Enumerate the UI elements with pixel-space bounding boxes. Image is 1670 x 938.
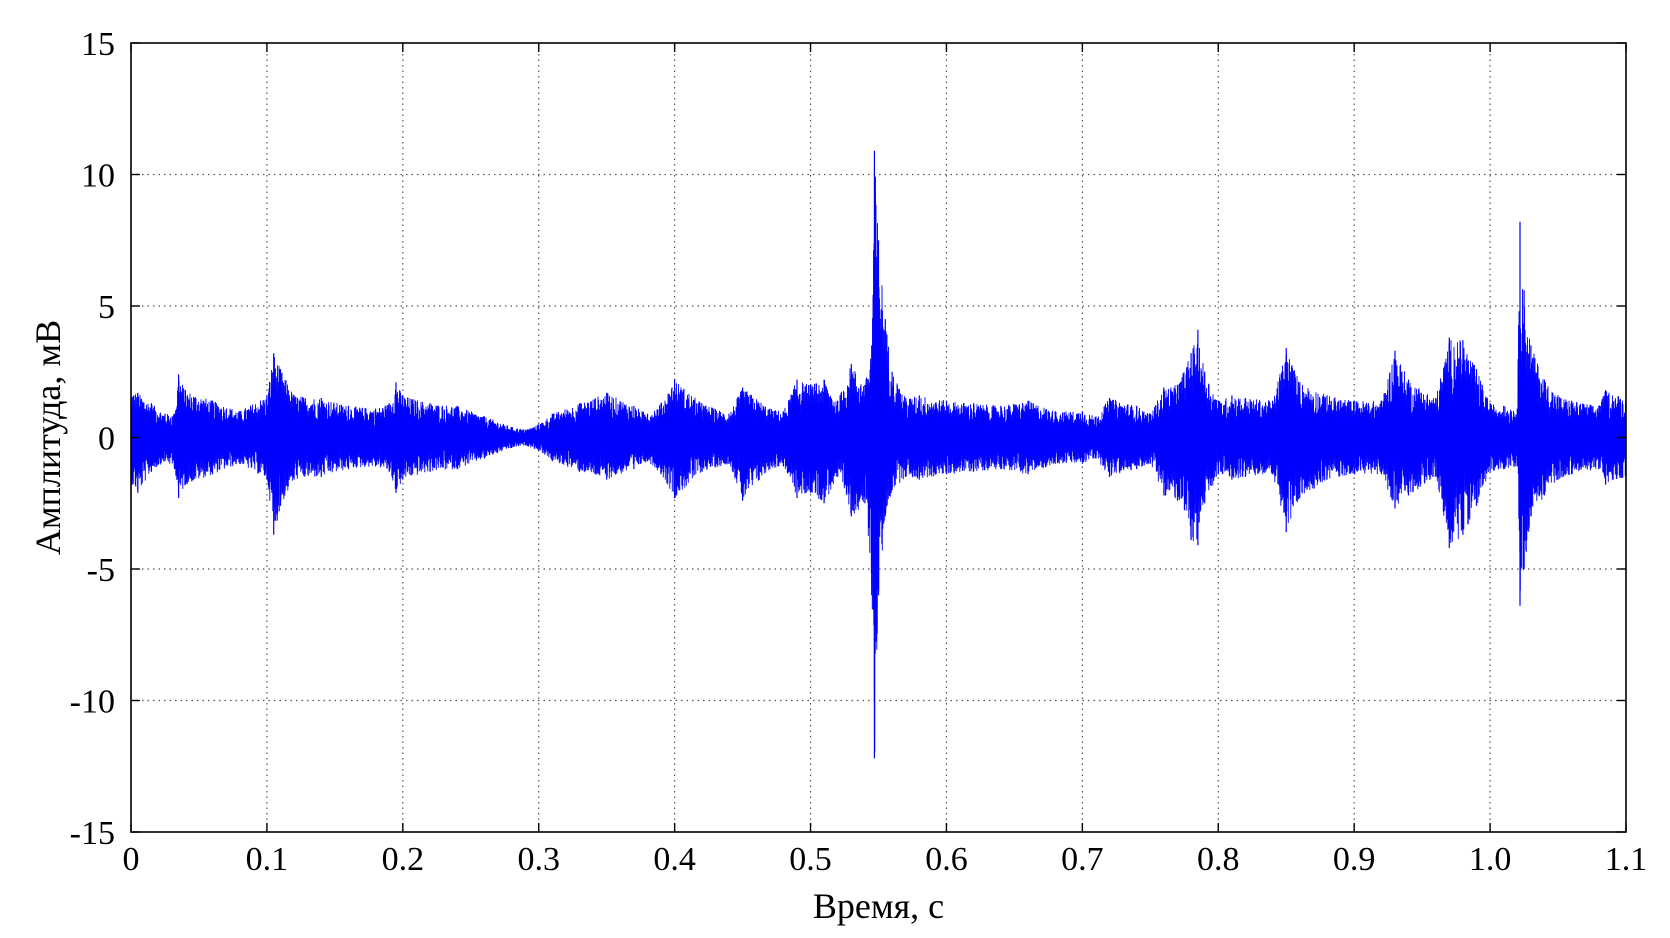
series-group bbox=[131, 150, 1626, 759]
x-tick-label: 0.9 bbox=[1333, 841, 1376, 878]
y-tick-label: 5 bbox=[98, 289, 115, 326]
y-tick-label: 15 bbox=[81, 26, 115, 63]
x-axis-title: Время, с bbox=[813, 886, 944, 926]
y-tick-labels: 15 10 5 0 -5 -10 -15 bbox=[70, 26, 115, 852]
x-tick-label: 0 bbox=[123, 841, 140, 878]
y-axis-title: Амплитуда, мВ bbox=[28, 320, 68, 555]
plot-area bbox=[131, 150, 1626, 759]
x-tick-label: 0.6 bbox=[925, 841, 968, 878]
x-tick-label: 1.0 bbox=[1469, 841, 1512, 878]
x-tick-label: 0.8 bbox=[1197, 841, 1240, 878]
y-tick-label: 0 bbox=[98, 421, 115, 458]
x-tick-label: 0.3 bbox=[517, 841, 560, 878]
y-tick-label: 10 bbox=[81, 158, 115, 195]
x-tick-labels: 0 0.1 0.2 0.3 0.4 0.5 0.6 0.7 0.8 0.9 1.0 1.1 bbox=[123, 841, 1648, 878]
y-tick-label: -15 bbox=[70, 815, 115, 852]
x-tick-label: 0.7 bbox=[1061, 841, 1104, 878]
x-tick-label: 0.2 bbox=[382, 841, 425, 878]
ticks bbox=[130, 42, 1627, 833]
y-tick-label: -10 bbox=[70, 684, 115, 721]
x-tick-label: 0.5 bbox=[789, 841, 832, 878]
y-tick-label: -5 bbox=[87, 552, 115, 589]
x-tick-label: 0.4 bbox=[653, 841, 696, 878]
x-tick-label: 0.1 bbox=[246, 841, 289, 878]
x-tick-label: 1.1 bbox=[1605, 841, 1648, 878]
signal-peaks bbox=[131, 150, 1626, 759]
